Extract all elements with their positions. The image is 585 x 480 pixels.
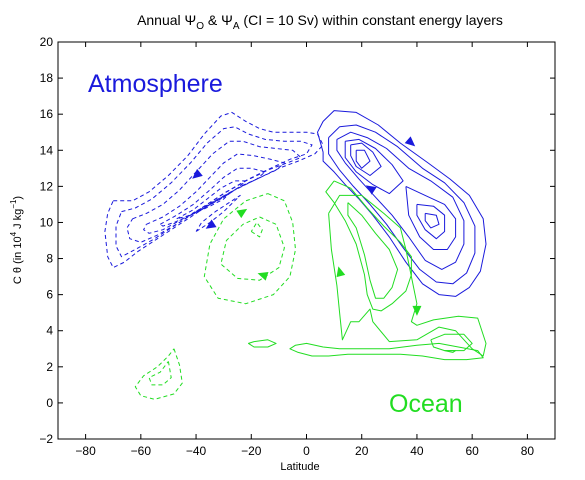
atmosphere-dashed-contour	[195, 194, 241, 232]
contour-layer	[104, 110, 487, 400]
ocean-dashed-contour	[148, 361, 172, 386]
atmosphere-solid-contour	[317, 110, 487, 297]
ylabel-sup2: −1	[9, 199, 18, 209]
title-suffix: (CI = 10 Sv) within constant energy laye…	[240, 12, 503, 28]
title-mid: &	[204, 12, 221, 28]
y-tick-label: 16	[40, 107, 54, 121]
atmosphere-dashed-contour	[115, 126, 313, 258]
atmosphere-dashed-contour	[176, 180, 247, 220]
ocean-solid-contour	[444, 350, 457, 353]
atmosphere-solid-contour	[344, 138, 404, 195]
x-tick-label: 20	[355, 444, 369, 458]
atmosphere-dashed-contour	[159, 167, 266, 227]
atmosphere-dashed-contour	[143, 153, 285, 234]
atmosphere-dashed-contour	[126, 140, 302, 243]
y-tick-label: 4	[46, 324, 53, 338]
atmosphere-flow-arrow	[365, 185, 377, 195]
x-tick-label: 40	[410, 444, 424, 458]
title-prefix: Annual	[137, 12, 184, 28]
title-psi-o: Ψ	[185, 12, 197, 28]
y-tick-label: 10	[40, 215, 54, 229]
x-tick-label: −80	[75, 444, 96, 458]
ocean-dashed-contour	[220, 216, 285, 281]
atmosphere-label: Atmosphere	[88, 70, 223, 98]
ocean-flow-arrow	[236, 208, 248, 219]
x-tick-label: −20	[241, 444, 262, 458]
atmosphere-flow-arrow	[205, 219, 217, 229]
ocean-solid-contour	[325, 180, 412, 312]
y-tick-label: 0	[46, 396, 53, 410]
ylabel-mid: J kg	[12, 209, 24, 232]
atmosphere-flow-arrow	[404, 136, 416, 147]
title-sub-a: A	[233, 21, 240, 32]
atmosphere-solid-contour	[355, 149, 371, 169]
ocean-solid-contour	[430, 333, 473, 352]
ocean-dashed-contour	[134, 348, 183, 400]
ylabel-suffix: )	[12, 196, 24, 200]
y-tick-label: 2	[46, 360, 53, 374]
x-tick-label: −60	[131, 444, 152, 458]
ocean-flow-arrow	[412, 305, 422, 316]
ocean-flow-arrow	[257, 272, 269, 281]
x-tick-label: 60	[465, 444, 479, 458]
title-sub-o: O	[196, 21, 204, 32]
atmosphere-solid-contour	[424, 212, 440, 229]
plot-frame	[57, 41, 556, 440]
y-tick-label: 14	[40, 143, 54, 157]
atmosphere-solid-contour	[405, 185, 457, 250]
atmosphere-solid-contour	[350, 142, 382, 176]
x-tick-label: 80	[521, 444, 535, 458]
chart-title: Annual ΨO & ΨA (CI = 10 Sv) within const…	[137, 12, 503, 32]
y-tick-label: −2	[39, 432, 53, 446]
atmosphere-solid-contour	[416, 203, 446, 240]
ocean-solid-contour	[347, 202, 399, 299]
atmosphere-flow-arrow	[192, 168, 203, 179]
x-axis-label: Latitude	[280, 461, 319, 473]
ocean-solid-contour	[328, 194, 487, 357]
y-axis-label: C θ (in 104 J kg−1)	[9, 196, 24, 284]
ylabel-sup1: 4	[9, 231, 18, 236]
ocean-dashed-contour	[250, 222, 263, 238]
ocean-solid-contour	[289, 342, 484, 361]
y-tick-label: 18	[40, 71, 54, 85]
ocean-solid-contour	[248, 339, 277, 348]
ylabel-prefix: C θ (in 10	[12, 236, 24, 284]
atmosphere-solid-contour	[336, 131, 465, 270]
title-psi-a: Ψ	[221, 12, 233, 28]
atmosphere-solid-contour	[328, 124, 476, 285]
atmosphere-dashed-contour	[104, 111, 324, 269]
ocean-dashed-contour	[203, 193, 296, 305]
y-tick-label: 20	[40, 35, 54, 49]
ocean-flow-arrow	[336, 266, 346, 278]
x-tick-label: −40	[186, 444, 207, 458]
ocean-label: Ocean	[389, 390, 463, 418]
y-tick-label: 8	[46, 252, 53, 266]
y-tick-label: 12	[40, 179, 54, 193]
atmosphere-dashed-contour	[190, 193, 230, 216]
y-tick-label: 6	[46, 288, 53, 302]
x-tick-label: 0	[303, 444, 310, 458]
